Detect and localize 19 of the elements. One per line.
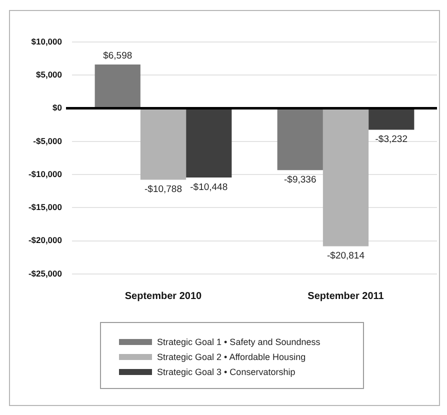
data-label: -$20,814 bbox=[326, 250, 365, 262]
x-tick-label: September 2011 bbox=[308, 290, 384, 302]
y-tick-label: -$20,000 bbox=[28, 235, 62, 246]
y-tick-label: -$25,000 bbox=[28, 268, 62, 278]
data-label: -$10,788 bbox=[144, 184, 182, 196]
legend-label: Strategic Goal 1 • Safety and Soundness bbox=[157, 336, 320, 346]
legend-label: Strategic Goal 3 • Conservatorship bbox=[157, 366, 296, 376]
data-label: $6,598 bbox=[103, 50, 132, 62]
y-tick-label: $10,000 bbox=[31, 36, 62, 46]
y-tick-label: -$10,000 bbox=[28, 168, 62, 179]
y-tick-label: $0 bbox=[52, 102, 62, 113]
data-label: -$9,336 bbox=[284, 174, 316, 186]
data-label: -$10,448 bbox=[190, 182, 228, 193]
y-tick-label: -$15,000 bbox=[28, 202, 62, 212]
data-label: -$3,232 bbox=[375, 134, 408, 146]
y-tick-label: $5,000 bbox=[36, 69, 62, 80]
x-tick-label: September 2010 bbox=[124, 290, 202, 302]
y-tick-label: -$5,000 bbox=[33, 136, 62, 146]
legend-label: Strategic Goal 2 • Affordable Housing bbox=[157, 352, 306, 362]
